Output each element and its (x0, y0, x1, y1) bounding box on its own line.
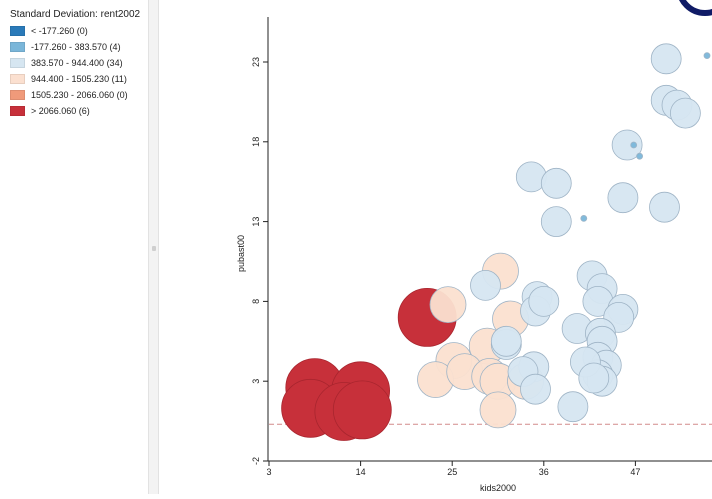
bubble-point (528, 285, 560, 317)
legend-swatch-6 (10, 106, 25, 116)
bubble-point (670, 97, 701, 129)
bubble-point (332, 380, 392, 440)
bubble-point (557, 391, 589, 423)
bubble-point (429, 286, 467, 324)
legend-swatch-4 (10, 74, 25, 84)
bubble-point (578, 362, 610, 394)
legend-label-4: 944.400 - 1505.230 (11) (31, 74, 127, 84)
legend-panel: Standard Deviation: rent2002 < -177.260 … (0, 0, 148, 494)
bubble-point (540, 167, 572, 199)
legend-title: Standard Deviation: rent2002 (10, 9, 141, 20)
x-tick-label: 14 (356, 467, 366, 477)
y-tick-label: -2 (251, 457, 261, 465)
legend-item-3[interactable]: 383.570 - 944.400 (34) (10, 57, 123, 69)
x-axis-title: kids2000 (480, 483, 516, 493)
legend-label-1: < -177.260 (0) (31, 26, 88, 36)
legend-label-3: 383.570 - 944.400 (34) (31, 58, 123, 68)
legend-item-6[interactable]: > 2066.060 (6) (10, 105, 90, 117)
y-tick-label: 8 (251, 299, 261, 304)
y-tick-label: 18 (251, 137, 261, 147)
x-tick-label: 47 (630, 467, 640, 477)
legend-item-1[interactable]: < -177.260 (0) (10, 25, 88, 37)
legend-swatch-2 (10, 42, 25, 52)
y-tick-label: 13 (251, 217, 261, 227)
bubble-point (636, 152, 644, 160)
legend-item-5[interactable]: 1505.230 - 2066.060 (0) (10, 89, 128, 101)
bubble-point (611, 129, 643, 161)
y-tick-label: 3 (251, 379, 261, 384)
legend-item-4[interactable]: 944.400 - 1505.230 (11) (10, 73, 127, 85)
bubble-point (580, 214, 588, 222)
bubble-point (540, 206, 572, 238)
legend-label-6: > 2066.060 (6) (31, 106, 90, 116)
legend-label-5: 1505.230 - 2066.060 (0) (31, 90, 128, 100)
bubble-point (520, 373, 551, 405)
y-tick-label: 23 (251, 57, 261, 67)
bubble-point (630, 141, 638, 149)
bubble-point (479, 391, 517, 429)
bubble-point (649, 191, 680, 223)
panel-splitter[interactable] (148, 0, 159, 494)
bubble-point (470, 269, 501, 301)
legend-swatch-3 (10, 58, 25, 68)
bubble-point (703, 52, 711, 59)
y-axis-title: pubast00 (236, 235, 246, 272)
splitter-grip-icon (152, 246, 156, 251)
bubble-point (607, 182, 639, 214)
x-tick-label: 25 (447, 467, 457, 477)
x-tick-label: 3 (266, 467, 271, 477)
legend-label-2: -177.260 - 383.570 (4) (31, 42, 121, 52)
legend-swatch-1 (10, 26, 25, 36)
bubble-point (490, 325, 522, 357)
legend-swatch-5 (10, 90, 25, 100)
bubble-point (650, 43, 682, 75)
x-tick-label: 36 (539, 467, 549, 477)
legend-item-2[interactable]: -177.260 - 383.570 (4) (10, 41, 121, 53)
